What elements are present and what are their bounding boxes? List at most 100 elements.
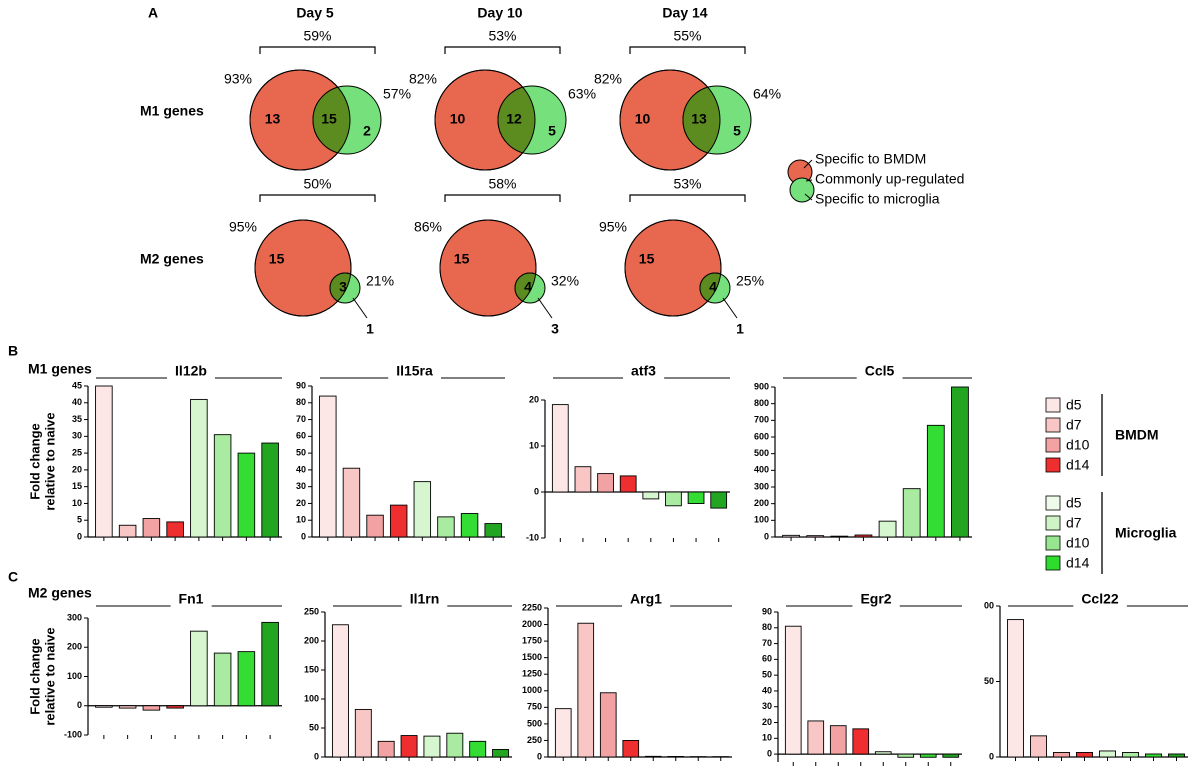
y-tick-label: 400 — [754, 465, 769, 475]
count-both: 13 — [691, 111, 707, 127]
leader — [352, 297, 368, 319]
title-bg — [388, 376, 442, 380]
venn-outline — [249, 69, 351, 171]
bar — [1167, 753, 1185, 758]
bar — [213, 652, 232, 707]
bar — [951, 386, 969, 538]
y-tick-label: 5 — [77, 515, 82, 525]
y-tick-label: 30 — [296, 481, 306, 491]
chart-title: Ccl22 — [1081, 591, 1119, 607]
y-tick-label: 70 — [762, 638, 772, 648]
bracket — [259, 46, 376, 54]
bracket — [444, 46, 561, 54]
bar — [166, 521, 184, 538]
bar — [852, 728, 870, 755]
count-microglia: 5 — [733, 123, 741, 139]
bar — [413, 481, 432, 538]
bar — [331, 624, 349, 758]
bar — [190, 398, 208, 538]
panel-letter: B — [8, 343, 18, 359]
y-tick-label: 750 — [527, 702, 542, 712]
legend-group: BMDM — [1115, 427, 1159, 443]
venn-outline — [434, 69, 536, 171]
y-tick-label: 1750 — [522, 635, 542, 645]
bar — [926, 424, 945, 538]
bar — [551, 404, 569, 493]
y-axis-label: Fold change — [27, 638, 42, 715]
y-tick-label: 10 — [72, 498, 82, 508]
bar — [878, 520, 897, 538]
bmdm-percent: 95% — [599, 219, 627, 235]
bar — [492, 749, 510, 758]
count-both: 4 — [524, 279, 532, 295]
y-tick-label: 250 — [304, 606, 319, 616]
bracket — [629, 46, 746, 54]
chart-title: Ccl5 — [865, 363, 895, 379]
y-tick-label: 300 — [754, 481, 769, 491]
bar — [644, 755, 662, 758]
column-title: Day 5 — [296, 5, 334, 21]
overlap-percent: 59% — [303, 28, 331, 44]
title-bg — [856, 376, 903, 380]
bar — [237, 452, 256, 538]
bar — [829, 725, 847, 755]
y-tick-label: 600 — [754, 431, 769, 441]
microglia-percent: 64% — [753, 86, 781, 102]
overlap-percent: 50% — [303, 176, 331, 192]
microglia-percent: 25% — [736, 273, 764, 289]
count-bmdm: 15 — [639, 251, 655, 267]
title-bg — [401, 604, 448, 608]
y-tick-label: 30 — [72, 431, 82, 441]
legend-item: d5 — [1066, 397, 1082, 413]
bar — [118, 705, 137, 709]
bar — [1029, 735, 1047, 758]
overlap-percent: 55% — [673, 28, 701, 44]
y-tick-label: 15 — [72, 481, 82, 491]
legend-swatch — [1045, 397, 1061, 413]
legend-item: d5 — [1066, 495, 1082, 511]
panel-letter: C — [8, 569, 18, 585]
title-bg — [1073, 604, 1127, 608]
legend-label: Commonly up-regulated — [815, 171, 964, 187]
y-tick-label: 00 — [984, 600, 994, 610]
legend-leader — [805, 179, 813, 182]
legend-item: d14 — [1066, 457, 1090, 473]
bar — [366, 514, 384, 538]
y-tick-label: 1500 — [522, 652, 542, 662]
bar — [574, 466, 592, 493]
count-bmdm: 13 — [265, 111, 281, 127]
y-tick-label: 200 — [304, 635, 319, 645]
count-bmdm: 10 — [450, 111, 466, 127]
bar — [665, 491, 682, 507]
y-tick-label: 40 — [296, 464, 306, 474]
y-tick-label: 800 — [754, 398, 769, 408]
y-tick-label: 100 — [67, 671, 82, 681]
bar — [95, 385, 113, 538]
overlap-percent: 58% — [488, 176, 516, 192]
y-tick-label: 2250 — [522, 602, 542, 612]
y-tick-label: 50 — [309, 722, 319, 732]
y-tick-label: 1000 — [522, 685, 542, 695]
y-tick-label: 0 — [767, 748, 772, 758]
bar — [354, 708, 372, 758]
panel-letter: A — [148, 5, 158, 21]
y-tick-label: 2000 — [522, 619, 542, 629]
bracket — [444, 194, 561, 202]
bar — [261, 442, 279, 538]
bar — [1144, 753, 1162, 758]
y-tick-label: 100 — [754, 515, 769, 525]
chart-title: Arg1 — [630, 591, 662, 607]
bar — [807, 720, 825, 755]
title-bg — [852, 604, 900, 608]
legend-item: d10 — [1066, 437, 1090, 453]
bar — [710, 491, 728, 509]
venn-outline — [254, 219, 352, 317]
y-tick-label: 1250 — [522, 669, 542, 679]
y-tick-label: 20 — [72, 464, 82, 474]
bar — [687, 491, 705, 504]
bar — [874, 751, 892, 755]
y-axis-label: Fold change — [27, 423, 42, 500]
chart-title: atf3 — [631, 363, 656, 379]
bar — [469, 740, 487, 758]
